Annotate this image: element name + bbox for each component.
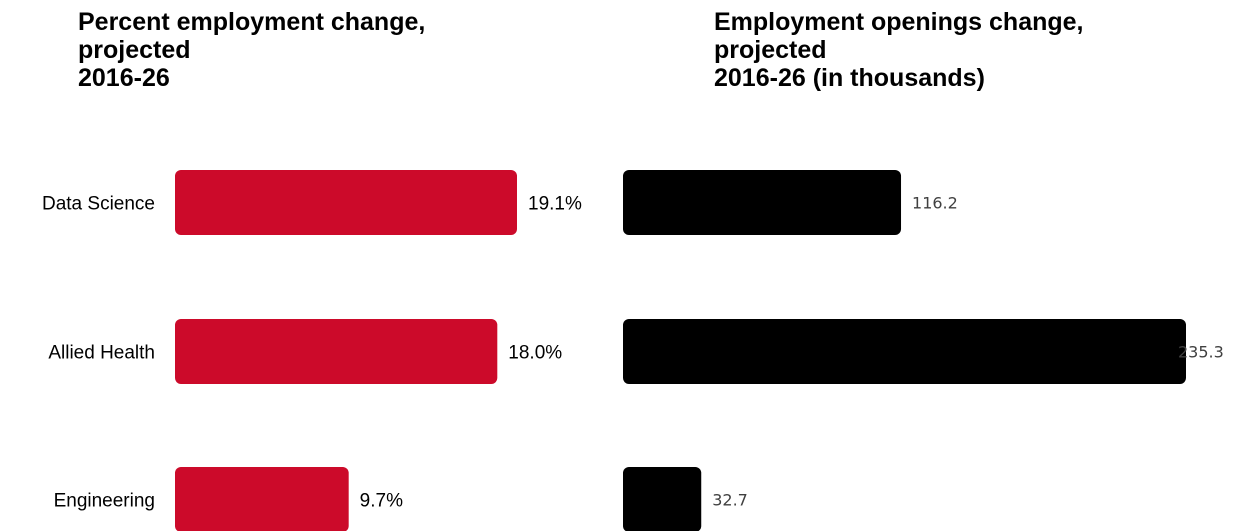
title-line: projected: [714, 36, 827, 64]
bar-allied-health: [175, 319, 498, 384]
data-label: 9.7%: [360, 491, 403, 512]
title-line: projected: [78, 36, 191, 64]
data-label: 18.0%: [508, 343, 562, 364]
title-line: 2016-26: [78, 64, 170, 92]
category-label: Data Science: [42, 194, 155, 215]
data-label: 116.2: [912, 194, 958, 213]
chart-title-openings-change: Employment openings change, projected 20…: [714, 8, 1234, 92]
bar-allied-health: [623, 319, 1186, 384]
bar-data-science: [175, 170, 517, 235]
bar-engineering: [623, 467, 702, 531]
category-label: Engineering: [54, 491, 155, 512]
category-label: Allied Health: [48, 343, 155, 364]
data-label: 235.3: [1178, 343, 1224, 362]
bar-data-science: [623, 170, 902, 235]
bar-engineering: [175, 467, 349, 531]
title-line: 2016-26 (in thousands): [714, 64, 985, 92]
title-line: Percent employment change,: [78, 8, 426, 36]
data-label: 32.7: [712, 491, 748, 510]
chart-title-percent-change: Percent employment change, projected 201…: [78, 8, 538, 92]
title-line: Employment openings change,: [714, 8, 1084, 36]
data-label: 19.1%: [528, 194, 582, 215]
